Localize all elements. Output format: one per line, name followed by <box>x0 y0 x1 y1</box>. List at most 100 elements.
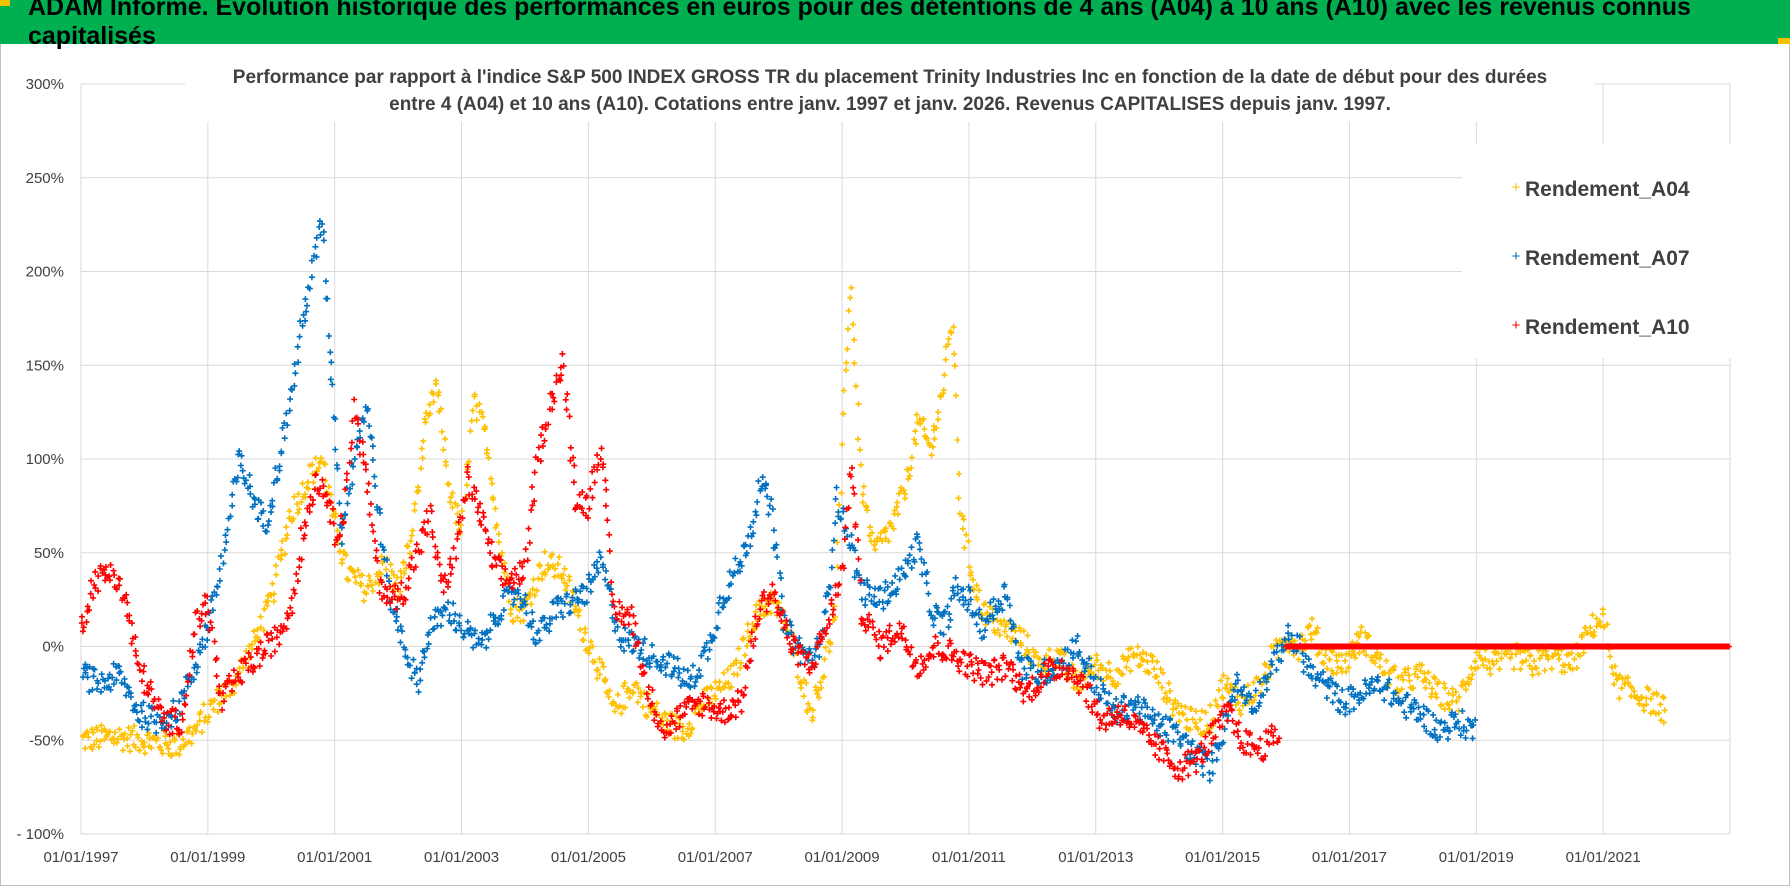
data-point <box>847 473 854 480</box>
data-point <box>1202 709 1209 716</box>
data-point <box>563 406 570 413</box>
data-point <box>564 391 571 398</box>
data-point <box>912 440 919 447</box>
data-point <box>1173 705 1180 712</box>
data-point <box>1659 693 1666 700</box>
data-point <box>559 614 566 621</box>
data-point <box>621 680 628 686</box>
data-point <box>265 637 272 644</box>
data-point <box>1660 719 1667 726</box>
data-point <box>1725 643 1732 650</box>
data-point <box>1009 677 1016 684</box>
data-point <box>1507 655 1514 662</box>
data-point <box>602 477 609 484</box>
data-point <box>271 648 278 655</box>
data-point <box>369 457 376 463</box>
data-point <box>348 439 355 446</box>
data-point <box>209 607 216 614</box>
data-point <box>908 644 915 651</box>
data-point <box>320 237 327 244</box>
data-point <box>493 562 500 569</box>
data-point <box>752 613 759 620</box>
data-point <box>1208 740 1215 747</box>
data-point <box>1107 674 1114 681</box>
data-point <box>387 600 394 607</box>
data-point <box>567 457 574 464</box>
data-point <box>594 675 601 682</box>
data-point <box>452 611 459 618</box>
data-point <box>1016 671 1023 678</box>
data-point <box>1202 733 1209 740</box>
data-point <box>699 712 706 719</box>
data-point <box>875 643 882 650</box>
data-point <box>1247 751 1254 758</box>
data-point <box>1112 718 1118 725</box>
data-point <box>273 634 280 641</box>
data-point <box>1132 713 1139 720</box>
data-point <box>378 579 385 586</box>
data-point <box>1470 722 1477 728</box>
data-point <box>431 613 438 620</box>
data-point <box>1640 707 1647 714</box>
data-point <box>651 717 658 724</box>
data-point <box>838 490 845 497</box>
data-point <box>777 570 784 577</box>
data-point <box>963 531 970 538</box>
data-point <box>1255 675 1262 682</box>
data-point <box>1457 732 1464 739</box>
data-point <box>1408 701 1415 708</box>
data-point <box>261 647 268 654</box>
data-point <box>1487 671 1494 678</box>
data-point <box>1329 679 1336 686</box>
data-point <box>1119 671 1126 678</box>
data-point <box>1018 680 1025 687</box>
data-point <box>529 609 536 616</box>
data-point <box>107 562 114 568</box>
data-point <box>1392 689 1399 696</box>
data-point <box>345 490 352 497</box>
data-point <box>224 526 231 533</box>
data-point <box>1535 670 1542 677</box>
data-point <box>536 563 543 570</box>
data-point <box>442 606 449 613</box>
data-point <box>260 627 267 634</box>
data-point <box>1625 674 1631 681</box>
data-point <box>817 679 824 686</box>
data-point <box>293 570 300 577</box>
data-point <box>550 394 557 401</box>
data-point <box>1166 697 1173 703</box>
data-point <box>1295 656 1302 663</box>
data-point <box>302 494 309 501</box>
data-point <box>605 694 612 700</box>
data-point <box>393 613 400 620</box>
data-point <box>714 625 721 632</box>
data-point <box>1105 659 1112 666</box>
data-point <box>990 596 997 603</box>
data-point <box>1013 686 1020 693</box>
data-point <box>387 561 394 568</box>
data-point <box>127 748 133 755</box>
data-point <box>832 520 839 527</box>
data-point <box>230 667 237 674</box>
data-point <box>280 624 287 631</box>
data-point <box>500 593 506 599</box>
data-point <box>86 607 93 614</box>
data-point <box>357 580 364 587</box>
data-point <box>402 646 409 653</box>
data-point <box>1343 700 1349 707</box>
data-point <box>1151 665 1158 672</box>
data-point <box>643 713 650 720</box>
data-point <box>1262 752 1269 759</box>
data-point <box>1128 721 1135 727</box>
data-point <box>638 647 645 653</box>
data-point <box>269 580 276 587</box>
data-point <box>281 420 288 427</box>
data-point <box>1326 656 1333 663</box>
data-point <box>1114 709 1120 716</box>
data-point <box>1636 697 1643 704</box>
data-point <box>697 673 704 679</box>
data-point <box>460 634 467 641</box>
data-point <box>98 671 105 678</box>
data-point <box>1040 679 1047 686</box>
data-point <box>1116 667 1123 674</box>
